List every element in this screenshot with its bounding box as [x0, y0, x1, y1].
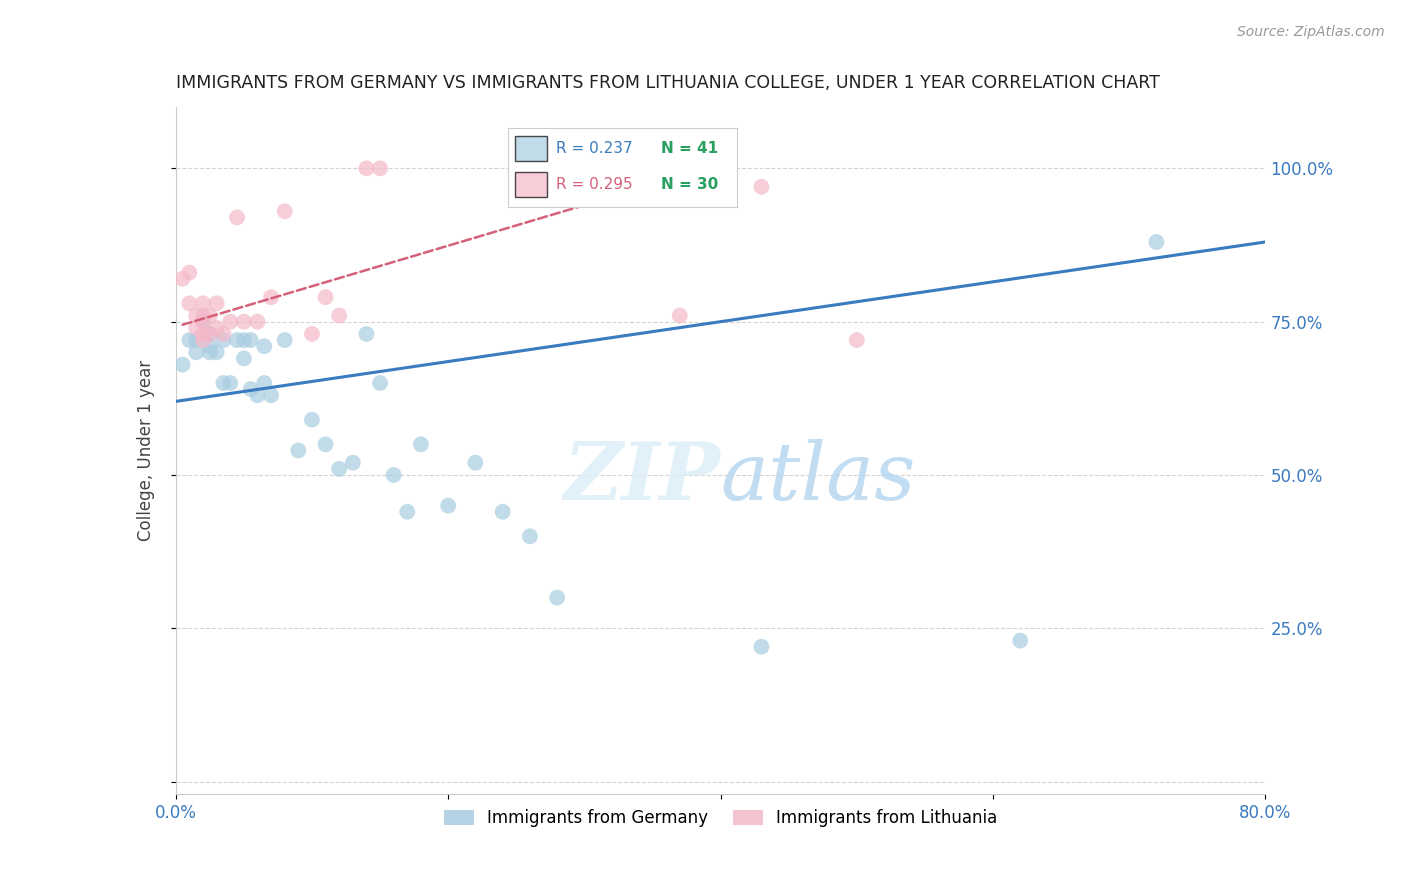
Text: N = 41: N = 41: [661, 141, 718, 156]
Point: [274, 204, 297, 219]
Point: [186, 309, 208, 323]
Point: [179, 266, 201, 280]
Point: [1144, 235, 1167, 249]
Point: [253, 376, 276, 390]
Point: [232, 351, 254, 366]
Text: IMMIGRANTS FROM GERMANY VS IMMIGRANTS FROM LITHUANIA COLLEGE, UNDER 1 YEAR CORRE: IMMIGRANTS FROM GERMANY VS IMMIGRANTS FR…: [176, 74, 1160, 92]
Point: [396, 505, 419, 519]
Legend: Immigrants from Germany, Immigrants from Lithuania: Immigrants from Germany, Immigrants from…: [437, 802, 1004, 834]
Point: [368, 161, 391, 176]
Point: [186, 333, 208, 347]
Point: [226, 211, 249, 225]
Point: [172, 358, 194, 372]
Point: [519, 529, 541, 543]
Point: [668, 179, 690, 194]
Text: Source: ZipAtlas.com: Source: ZipAtlas.com: [1237, 25, 1385, 39]
Point: [301, 413, 323, 427]
Point: [437, 499, 460, 513]
Point: [751, 179, 773, 194]
Point: [232, 333, 254, 347]
Point: [205, 320, 228, 334]
Point: [198, 326, 221, 341]
Point: [186, 345, 208, 359]
Point: [328, 309, 350, 323]
Point: [274, 333, 297, 347]
Point: [205, 345, 228, 359]
Point: [260, 388, 283, 402]
Text: ZIP: ZIP: [564, 439, 721, 516]
Point: [179, 333, 201, 347]
Point: [191, 315, 214, 329]
Point: [682, 161, 704, 176]
Point: [368, 376, 391, 390]
Point: [226, 333, 249, 347]
FancyBboxPatch shape: [515, 136, 547, 161]
Point: [191, 333, 214, 347]
Point: [1010, 633, 1032, 648]
Point: [409, 437, 432, 451]
Point: [464, 456, 486, 470]
Point: [219, 315, 242, 329]
Point: [382, 467, 405, 482]
Point: [205, 296, 228, 310]
Text: R = 0.295: R = 0.295: [557, 177, 633, 192]
Y-axis label: College, Under 1 year: College, Under 1 year: [136, 359, 155, 541]
Point: [315, 290, 337, 304]
Point: [546, 591, 568, 605]
Point: [492, 505, 515, 519]
Point: [198, 326, 221, 341]
Point: [356, 161, 378, 176]
Point: [212, 326, 235, 341]
Point: [219, 376, 242, 390]
Point: [246, 388, 269, 402]
Point: [253, 339, 276, 353]
Point: [179, 296, 201, 310]
Text: N = 30: N = 30: [661, 177, 718, 192]
Point: [191, 309, 214, 323]
Point: [198, 345, 221, 359]
Point: [751, 640, 773, 654]
Point: [668, 309, 690, 323]
Point: [356, 326, 378, 341]
Point: [342, 456, 364, 470]
Point: [198, 309, 221, 323]
Text: atlas: atlas: [721, 439, 915, 516]
FancyBboxPatch shape: [515, 172, 547, 197]
Point: [191, 296, 214, 310]
Point: [232, 315, 254, 329]
Point: [186, 320, 208, 334]
Point: [191, 315, 214, 329]
Point: [212, 333, 235, 347]
Point: [246, 315, 269, 329]
Point: [212, 376, 235, 390]
Point: [198, 339, 221, 353]
Point: [315, 437, 337, 451]
Point: [845, 333, 868, 347]
Point: [239, 333, 262, 347]
Point: [328, 462, 350, 476]
Point: [191, 326, 214, 341]
Point: [260, 290, 283, 304]
Point: [287, 443, 309, 458]
Point: [239, 382, 262, 396]
Text: R = 0.237: R = 0.237: [557, 141, 633, 156]
Point: [301, 326, 323, 341]
Point: [172, 271, 194, 285]
